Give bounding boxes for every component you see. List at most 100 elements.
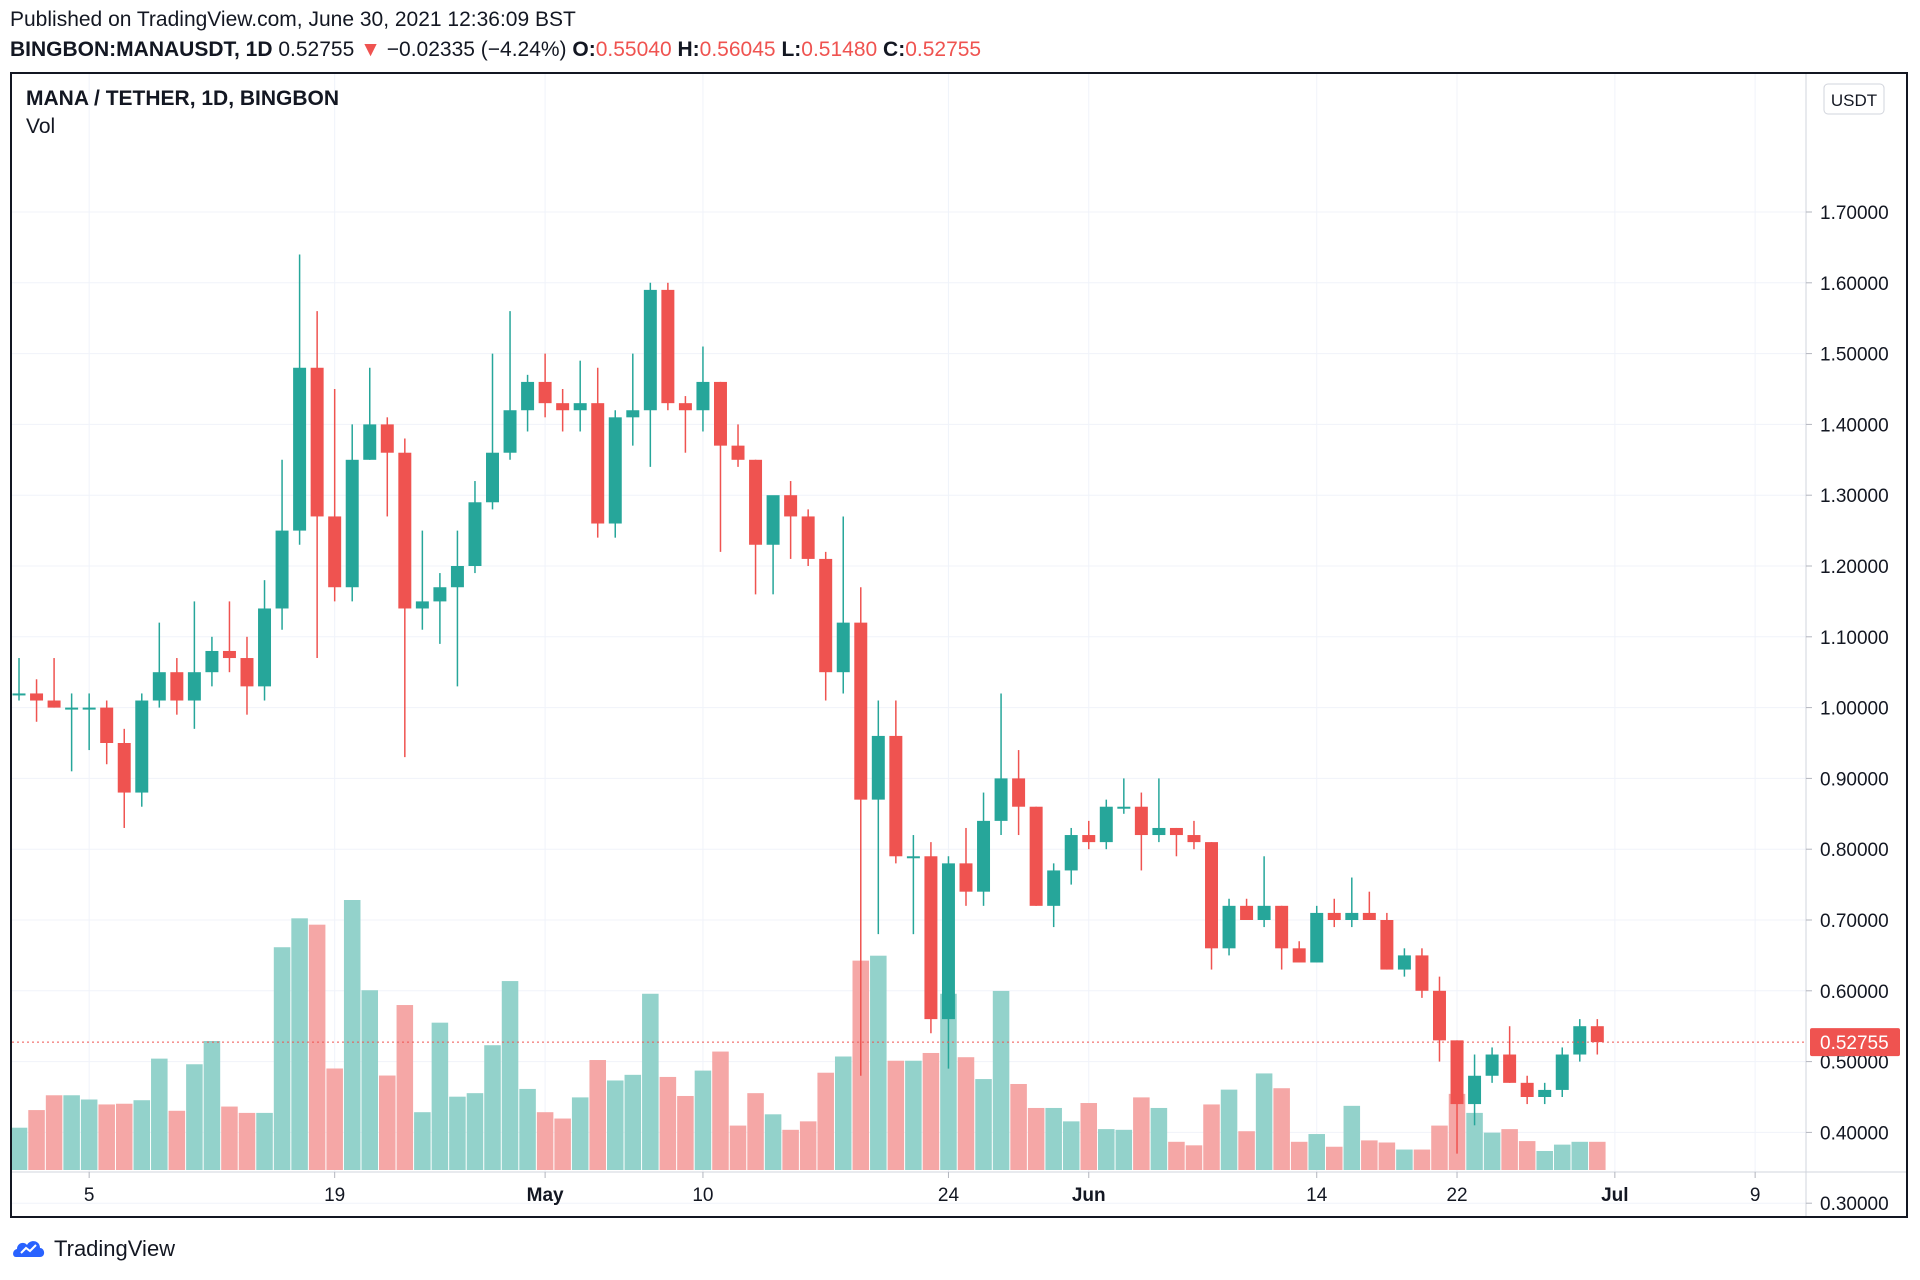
volume-bar: [1343, 1105, 1361, 1170]
candle-body: [1169, 827, 1183, 836]
volume-bar: [1150, 1107, 1168, 1170]
currency-button[interactable]: USDT: [1823, 83, 1885, 115]
candle-body: [1538, 1089, 1552, 1097]
time-tick-label: Jul: [1601, 1185, 1628, 1206]
time-tick-label: 9: [1750, 1185, 1761, 1206]
last-price-badge: 0.52755: [1810, 1028, 1900, 1057]
volume-bar: [238, 1112, 256, 1170]
volume-bar: [992, 990, 1010, 1170]
candle-body: [678, 403, 692, 411]
time-tick-label: 5: [84, 1185, 95, 1206]
last-price-badge-label: 0.52755: [1820, 1033, 1889, 1054]
volume-bar: [606, 1080, 624, 1170]
volume-bar: [817, 1072, 834, 1170]
volume-bar: [1466, 1112, 1483, 1170]
volume-bar: [1571, 1141, 1589, 1170]
price-tick-label: 1.70000: [1820, 203, 1889, 224]
candle-body: [433, 587, 447, 602]
price-tick-label: 1.60000: [1820, 274, 1889, 295]
candle-body: [117, 743, 131, 793]
price-tick-label: 1.20000: [1820, 557, 1889, 578]
candle-body: [135, 700, 149, 793]
candle-body: [293, 367, 307, 531]
candle-body: [749, 459, 763, 545]
price-tick-label: 0.90000: [1820, 769, 1889, 790]
candle-body: [573, 403, 587, 411]
candle-body: [643, 289, 657, 411]
tradingview-logo-icon: [13, 1241, 45, 1257]
high-label: H:: [677, 38, 700, 61]
volume-bar: [712, 1051, 729, 1170]
candle-body: [819, 558, 833, 673]
price-tick-label: 1.50000: [1820, 345, 1889, 366]
volume-bar: [1308, 1134, 1325, 1170]
candle-body: [240, 658, 254, 687]
candle-body: [784, 495, 798, 517]
high-value: 0.56045: [699, 38, 776, 61]
candle-body: [713, 381, 727, 446]
chart-title: MANA / TETHER, 1D, BINGBON: [26, 87, 339, 110]
volume-bar: [519, 1088, 536, 1170]
volume-bar: [1431, 1125, 1448, 1170]
volume-bar: [659, 1076, 677, 1170]
candle-body: [100, 707, 114, 743]
volume-bar: [98, 1104, 115, 1170]
volume-bar: [764, 1114, 782, 1170]
volume-bar: [115, 1103, 133, 1170]
close-value: 0.52755: [905, 38, 982, 61]
price-axis[interactable]: 0.30000 0.40000 0.50000 0.60000 0.70000 0.800…: [1806, 203, 1889, 1215]
candle-body: [345, 459, 359, 588]
volume-bar: [361, 990, 379, 1170]
volume-bar: [326, 1068, 343, 1170]
candle-body: [1485, 1054, 1499, 1076]
candle-body: [170, 672, 184, 701]
candle-body: [924, 856, 938, 1020]
volume-bar: [729, 1125, 747, 1170]
candle-body: [82, 707, 96, 710]
candle-body: [187, 672, 201, 701]
volume-bar: [1220, 1089, 1238, 1170]
candle-body: [1432, 990, 1446, 1041]
candle-body: [871, 735, 885, 800]
price-tick-label: 1.40000: [1820, 415, 1889, 436]
candle-body: [1275, 905, 1289, 949]
candle-body: [380, 424, 394, 453]
candle-body: [1187, 835, 1201, 843]
candle-body: [65, 707, 79, 710]
volume-bar: [1238, 1131, 1255, 1170]
candle-body: [1503, 1054, 1517, 1083]
low-value: 0.51480: [801, 38, 878, 61]
price-chart[interactable]: 0.30000 0.40000 0.50000 0.60000 0.70000 0.800…: [12, 74, 1906, 1216]
candle-body: [398, 452, 412, 609]
price-tick-label: 1.30000: [1820, 486, 1889, 507]
candle-body: [1222, 905, 1236, 949]
volume-bar: [1413, 1149, 1431, 1170]
volume-bar: [782, 1129, 799, 1170]
volume-bar: [870, 955, 887, 1170]
time-axis[interactable]: 5 19 May 10 24 Jun 14 22 Jul 9: [84, 1172, 1761, 1206]
time-tick-label: 10: [692, 1185, 713, 1206]
volume-bar: [1589, 1141, 1606, 1170]
volume-bar: [168, 1110, 186, 1170]
volume-bar: [379, 1075, 396, 1170]
currency-label[interactable]: USDT: [1831, 91, 1877, 110]
candle-body: [994, 778, 1008, 821]
candle-body: [47, 700, 61, 708]
volume-bar: [1536, 1150, 1553, 1170]
volume-bar: [151, 1058, 168, 1170]
volume-bar: [1185, 1145, 1203, 1170]
volume-bar: [12, 1127, 28, 1170]
volume-bar: [1098, 1129, 1115, 1170]
volume-bar: [308, 924, 326, 1170]
time-tick-label: 24: [938, 1185, 960, 1206]
volume-bar: [466, 1093, 484, 1170]
volume-bar: [1168, 1141, 1185, 1170]
candle-body: [1152, 827, 1166, 836]
candle-body: [766, 495, 780, 545]
open-value: 0.55040: [595, 38, 672, 61]
volume-bar: [396, 1005, 414, 1170]
footer-brand[interactable]: TradingView: [12, 1236, 175, 1262]
chart-frame[interactable]: 0.30000 0.40000 0.50000 0.60000 0.70000 0.800…: [10, 72, 1908, 1218]
candle-body: [591, 403, 605, 524]
candle-body: [977, 820, 991, 892]
